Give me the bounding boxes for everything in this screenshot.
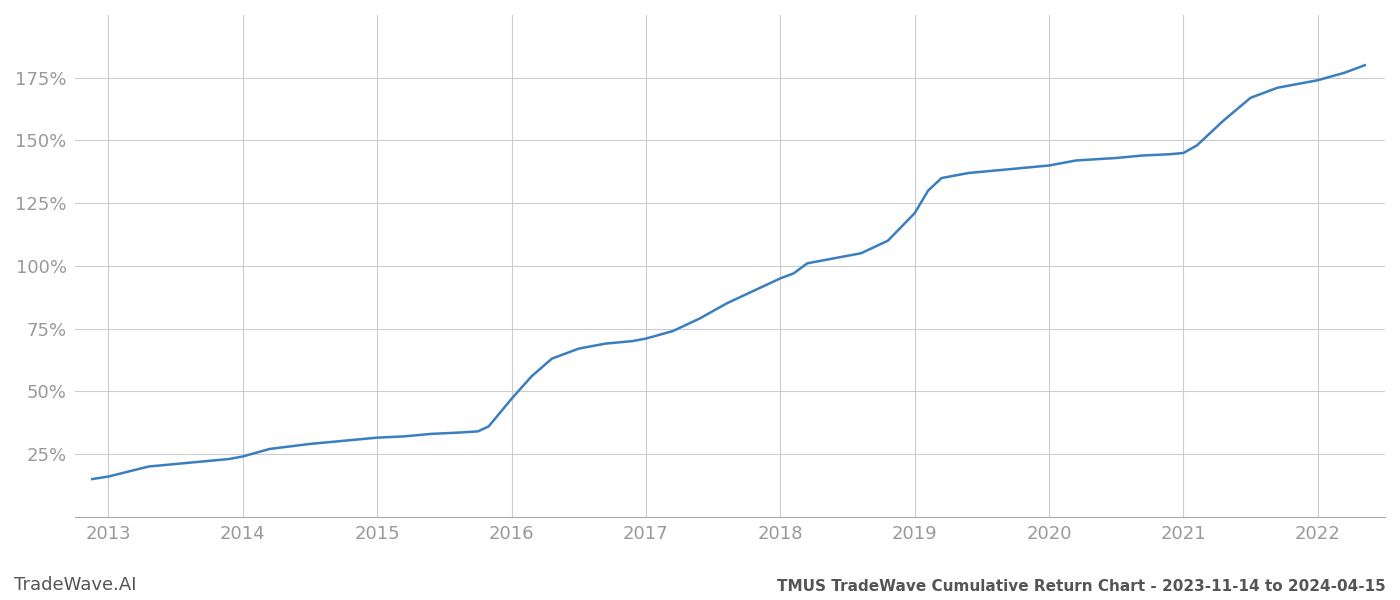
Text: TradeWave.AI: TradeWave.AI bbox=[14, 576, 137, 594]
Text: TMUS TradeWave Cumulative Return Chart - 2023-11-14 to 2024-04-15: TMUS TradeWave Cumulative Return Chart -… bbox=[777, 579, 1386, 594]
